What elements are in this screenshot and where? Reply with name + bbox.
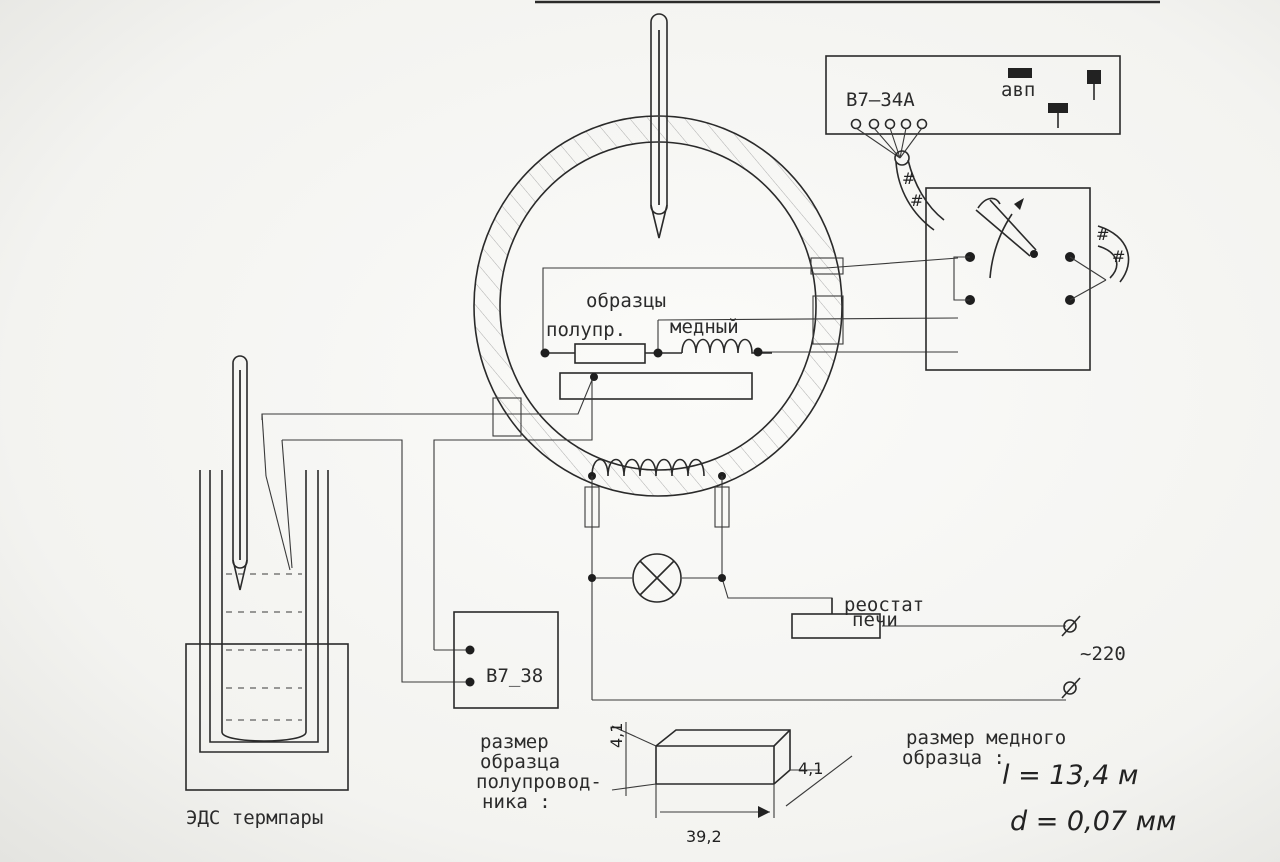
heater-coil (591, 458, 705, 477)
avp-label: авп (1001, 79, 1035, 101)
sample-dimension-block (611, 722, 853, 818)
switch-box (925, 187, 1107, 371)
voltmeter-b7-38 (453, 611, 559, 709)
copper-label: медный (670, 316, 739, 338)
dim-height: 4,1 (607, 723, 626, 748)
furnace-rheostat (791, 613, 881, 639)
indicator-lamp (632, 553, 682, 603)
furnace-thermometer (650, 13, 668, 239)
svg-text:#: # (1112, 247, 1125, 266)
copper-size-line1: размер медного (906, 727, 1066, 749)
copper-size-line2: образца : (902, 747, 1005, 769)
copper-coil-sample (681, 338, 772, 354)
copper-length: l = 13,4 м (1002, 760, 1138, 791)
cable-bundle: # # # # (855, 127, 1130, 283)
thermocouple-dewar (185, 470, 349, 791)
dim-length: 39,2 (686, 827, 722, 846)
heater-circuit (588, 476, 1066, 701)
samples-title: образцы (586, 290, 666, 312)
voltmeter-small-label: В7_38 (486, 665, 543, 687)
thermocouple-wires (261, 379, 593, 683)
voltmeter-b7-34a (825, 55, 1121, 135)
heating-plate (559, 372, 753, 400)
sample-size-line3: полупровод- (476, 771, 602, 793)
mains-label: ~220 (1080, 643, 1126, 665)
semiconductor-sample (574, 343, 646, 364)
svg-text:#: # (1096, 225, 1109, 244)
dewar-thermometer (232, 355, 248, 591)
internal-wiring (542, 257, 959, 353)
rheostat-label-line1: реостат (844, 594, 924, 616)
sample-size-line4: ника : (482, 791, 551, 813)
rheostat-label-line2: печи (852, 609, 898, 631)
svg-text:#: # (910, 191, 923, 210)
mains-terminals (1061, 615, 1081, 699)
dim-width: 4,1 (798, 759, 823, 778)
voltmeter-top-label: В7—34А (846, 89, 915, 111)
thermocouple-emf-label: ЭДС термпары (186, 807, 323, 829)
sample-size-line1: размер (480, 731, 549, 753)
semiconductor-label: полупр. (546, 319, 626, 341)
sample-size-line2: образца (480, 751, 560, 773)
copper-diameter: d = 0,07 мм (1010, 806, 1176, 837)
svg-text:#: # (902, 169, 915, 188)
